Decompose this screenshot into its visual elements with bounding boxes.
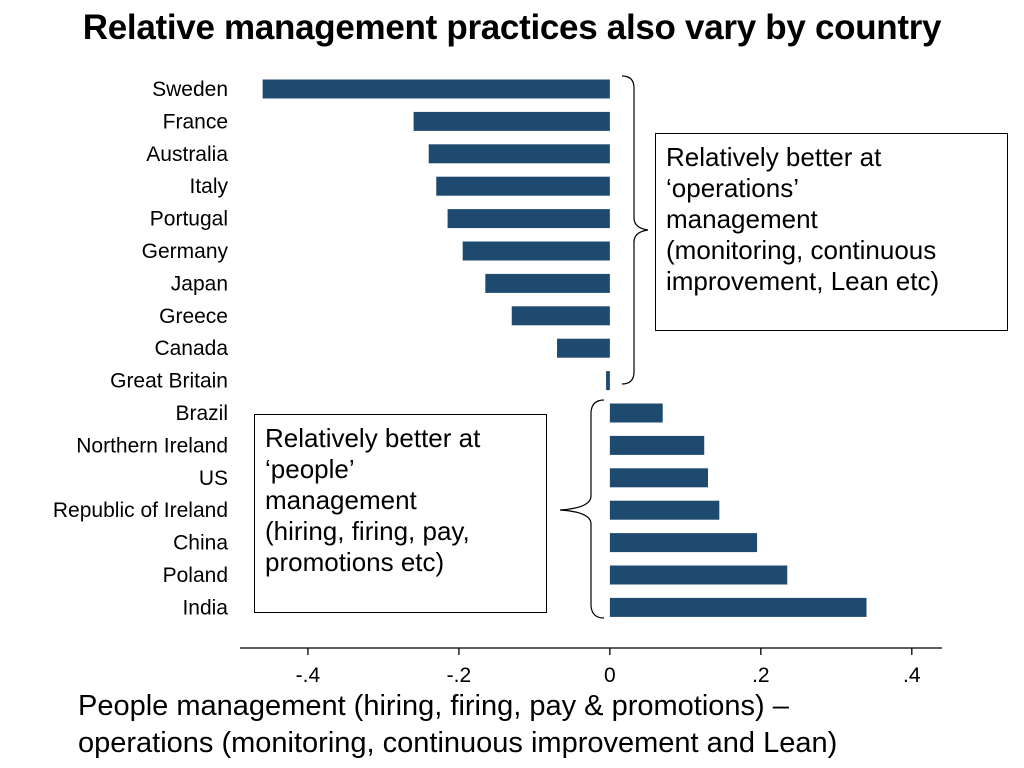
- bar-australia: [428, 144, 610, 164]
- x-axis-title-line: operations (monitoring, continuous impro…: [78, 727, 838, 759]
- x-tick-label: 0: [604, 664, 616, 687]
- category-label: Great Britain: [110, 370, 228, 393]
- bars-layer: [262, 79, 867, 617]
- x-tick-label: .4: [903, 664, 921, 687]
- category-label: Italy: [189, 175, 228, 198]
- bar-northern-ireland: [609, 435, 705, 455]
- x-axis-ticks: -.4 -.2 0 .2 .4: [296, 648, 921, 687]
- annotation-line: (monitoring, continuous: [666, 235, 937, 265]
- bar-sweden: [262, 79, 610, 99]
- people-brace: [559, 399, 605, 619]
- bar-japan: [485, 273, 610, 293]
- category-labels: Sweden France Australia Italy Portugal German…: [53, 78, 229, 619]
- bar-france: [413, 111, 610, 131]
- category-label: US: [199, 467, 228, 490]
- bar-china: [609, 533, 758, 553]
- category-label: Poland: [163, 564, 228, 587]
- bar-india: [609, 597, 867, 617]
- category-label: Portugal: [150, 208, 228, 231]
- annotation-line: improvement, Lean etc): [666, 266, 940, 296]
- category-label: Republic of Ireland: [53, 499, 228, 522]
- x-tick-label: -.2: [447, 664, 472, 687]
- chart-title: Relative management practices also vary …: [82, 8, 942, 47]
- category-label: Germany: [142, 240, 229, 263]
- category-label: Australia: [146, 143, 228, 166]
- annotation-line: management: [666, 204, 818, 234]
- annotation-line: (hiring, firing, pay,: [265, 516, 470, 546]
- category-label: Sweden: [152, 78, 228, 101]
- category-label: Northern Ireland: [76, 434, 228, 457]
- operations-brace: [621, 75, 649, 385]
- operations-annotation-box: Relatively better at ‘operations’ manage…: [655, 133, 1008, 331]
- annotation-line: Relatively better at: [265, 423, 481, 453]
- bar-poland: [609, 565, 788, 585]
- x-tick-label: -.4: [296, 664, 321, 687]
- bar-italy: [436, 176, 610, 196]
- bar-republic-of-ireland: [609, 500, 720, 520]
- annotation-line: ‘people’: [265, 454, 355, 484]
- x-tick-label: .2: [752, 664, 770, 687]
- bar-brazil: [609, 403, 663, 423]
- bar-us: [609, 468, 708, 488]
- category-label: Japan: [171, 272, 228, 295]
- x-axis-title: People management (hiring, firing, pay &…: [78, 688, 1018, 762]
- bar-portugal: [447, 209, 610, 229]
- category-label: China: [173, 532, 228, 555]
- bar-germany: [462, 241, 610, 261]
- category-label: India: [182, 596, 228, 619]
- bar-canada: [557, 338, 610, 358]
- annotation-line: promotions etc): [265, 547, 445, 577]
- bar-greece: [511, 306, 610, 326]
- annotation-line: management: [265, 485, 417, 515]
- bar-great-britain: [606, 371, 610, 391]
- category-label: Brazil: [175, 402, 228, 425]
- people-annotation-box: Relatively better at ‘people’ management…: [254, 414, 547, 613]
- category-label: Canada: [154, 337, 228, 360]
- category-label: France: [163, 110, 228, 133]
- annotation-line: Relatively better at: [666, 142, 882, 172]
- category-label: Greece: [159, 305, 228, 328]
- x-axis-title-line: People management (hiring, firing, pay &…: [78, 690, 789, 722]
- annotation-line: ‘operations’: [666, 173, 799, 203]
